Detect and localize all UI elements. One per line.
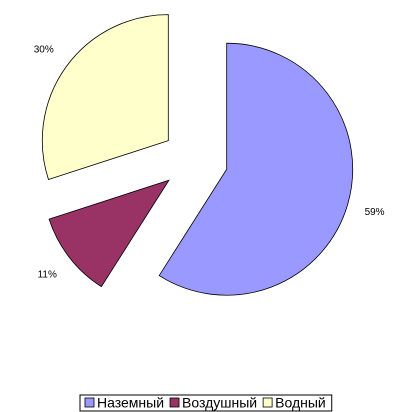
pie-slice bbox=[158, 42, 354, 296]
data-label: 59% bbox=[365, 207, 385, 218]
legend-label: Наземный bbox=[97, 395, 164, 411]
pie-slice bbox=[41, 14, 169, 181]
pie-slice bbox=[48, 179, 170, 288]
legend-swatch bbox=[262, 397, 273, 408]
legend-swatch bbox=[84, 397, 95, 408]
legend-label: Водный bbox=[275, 395, 326, 411]
data-label: 30% bbox=[34, 45, 54, 56]
legend-swatch bbox=[169, 397, 180, 408]
legend-label: Воздушный bbox=[182, 395, 257, 411]
data-label: 11% bbox=[38, 269, 57, 280]
